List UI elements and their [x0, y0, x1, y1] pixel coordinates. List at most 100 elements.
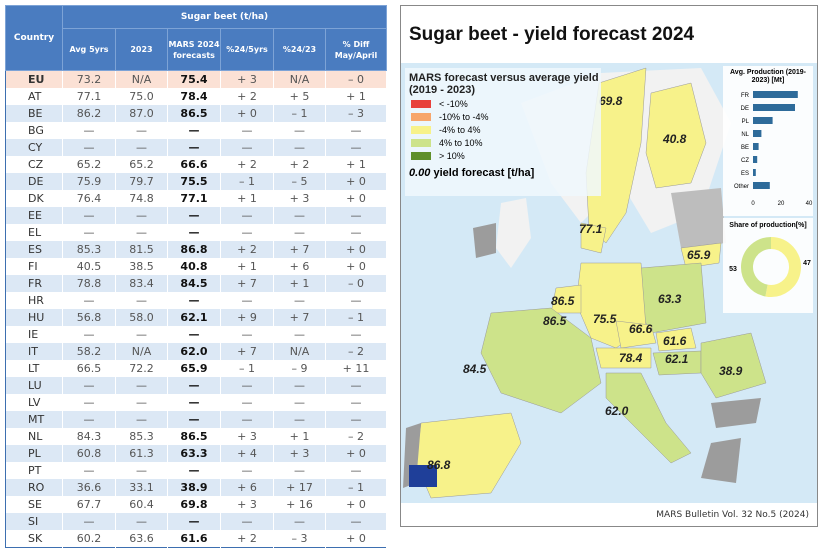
country-cell: DE	[5, 173, 63, 190]
country-cell: BE	[5, 105, 63, 122]
country-cell: EE	[5, 207, 63, 224]
donut-label: 53	[729, 266, 737, 273]
table-row: CZ 65.2 65.2 66.6 + 2 + 2 + 1	[5, 156, 387, 173]
pct-diff-cell: —	[325, 411, 387, 428]
pct-24-23-cell: —	[273, 122, 326, 139]
country-cell: PT	[5, 462, 63, 479]
pct-24-23-cell: + 7	[273, 241, 326, 258]
legend-swatch	[411, 112, 431, 121]
avg-5yrs-cell: 84.3	[62, 428, 116, 445]
mars-2024-cell: —	[167, 326, 221, 343]
pct-24-23-cell: + 6	[273, 258, 326, 275]
table-row: NL 84.3 85.3 86.5 + 3 + 1– 2	[5, 428, 387, 445]
bar-label: NL	[741, 132, 749, 138]
yield-2023-cell: —	[115, 292, 168, 309]
map-label-dk: 77.1	[579, 222, 603, 236]
table-row: PL 60.8 61.3 63.3 + 4 + 3 + 0	[5, 445, 387, 462]
bar-fr	[753, 91, 798, 98]
mars-2024-cell: 40.8	[167, 258, 221, 275]
region-bg	[711, 398, 761, 428]
avg-5yrs-cell: —	[62, 411, 116, 428]
mars-2024-cell: 65.9	[167, 360, 221, 377]
col-header-diff: % Diff May/April	[325, 28, 387, 71]
pct-24-5yrs-cell: —	[220, 411, 274, 428]
mars-2024-cell: —	[167, 513, 221, 530]
pct-24-5yrs-cell: + 3	[220, 496, 274, 513]
yield-2023-cell: 72.2	[115, 360, 168, 377]
pct-24-5yrs-cell: – 1	[220, 173, 274, 190]
pct-24-23-cell: —	[273, 513, 326, 530]
map-label-ro: 38.9	[719, 364, 743, 378]
table-row: LT 66.5 72.2 65.9– 1– 9 + 11	[5, 360, 387, 377]
country-cell: PL	[5, 445, 63, 462]
mars-2024-cell: 69.8	[167, 496, 221, 513]
region-cz	[615, 320, 657, 349]
yield-2023-cell: —	[115, 394, 168, 411]
country-cell: DK	[5, 190, 63, 207]
yield-2023-cell: 79.7	[115, 173, 168, 190]
map-label-fi: 40.8	[663, 132, 687, 146]
yield-2023-cell: 85.3	[115, 428, 168, 445]
donut-slice	[765, 237, 801, 297]
region-el	[701, 438, 741, 483]
pct-24-5yrs-cell: + 9	[220, 309, 274, 326]
table-row: DK 76.4 74.8 77.1 + 1 + 3 + 0	[5, 190, 387, 207]
map-label-es: 86.8	[427, 458, 451, 472]
yield-2023-cell: 74.8	[115, 190, 168, 207]
region-sk	[655, 327, 697, 352]
table-row: CY — — — — — —	[5, 139, 387, 156]
country-cell: IT	[5, 343, 63, 360]
pct-diff-cell: —	[325, 207, 387, 224]
table-row: LV — — — — — —	[5, 394, 387, 411]
pct-24-23-cell: —	[273, 292, 326, 309]
pct-diff-cell: + 0	[325, 190, 387, 207]
mars-2024-cell: —	[167, 207, 221, 224]
legend-label: 4% to 10%	[439, 137, 483, 148]
yield-2023-cell: 81.5	[115, 241, 168, 258]
pct-24-5yrs-cell: —	[220, 224, 274, 241]
table-row: IE — — — — — —	[5, 326, 387, 343]
avg-5yrs-cell: 75.9	[62, 173, 116, 190]
legend-swatch	[411, 151, 431, 160]
pct-diff-cell: + 0	[325, 241, 387, 258]
table-row: EL — — — — — —	[5, 224, 387, 241]
mars-2024-cell: 78.4	[167, 88, 221, 105]
avg-5yrs-cell: 58.2	[62, 343, 116, 360]
avg-5yrs-cell: 65.2	[62, 156, 116, 173]
yield-2023-cell: N/A	[115, 70, 168, 88]
mars-2024-cell: —	[167, 411, 221, 428]
col-header-pct-5yrs: %24/5yrs	[220, 28, 274, 71]
avg-5yrs-cell: 56.8	[62, 309, 116, 326]
bar-axis-tick: 0	[751, 201, 755, 207]
yield-2023-cell: 65.2	[115, 156, 168, 173]
table-row: BE 86.2 87.0 86.5 + 0– 1– 3	[5, 105, 387, 122]
ireland	[473, 223, 496, 258]
bar-de	[753, 104, 795, 111]
pct-24-5yrs-cell: —	[220, 326, 274, 343]
pct-24-23-cell: —	[273, 377, 326, 394]
country-cell: EU	[5, 70, 63, 88]
uk	[496, 198, 531, 268]
pct-24-5yrs-cell: —	[220, 122, 274, 139]
col-header-mars: MARS 2024 forecasts	[167, 28, 221, 71]
pct-24-5yrs-cell: + 6	[220, 479, 274, 496]
pct-24-5yrs-cell: —	[220, 394, 274, 411]
map-footer: MARS Bulletin Vol. 32 No.5 (2024)	[656, 510, 809, 520]
region-fr	[480, 307, 602, 414]
country-cell: MT	[5, 411, 63, 428]
legend-label: < -10%	[439, 98, 468, 109]
pct-24-5yrs-cell: + 1	[220, 190, 274, 207]
bar-chart-title: Avg. Production (2019-2023) [Mt]	[730, 69, 806, 84]
avg-5yrs-cell: 66.5	[62, 360, 116, 377]
map-label-cz: 66.6	[629, 322, 653, 336]
pct-diff-cell: – 0	[325, 70, 387, 88]
pct-24-5yrs-cell: —	[220, 377, 274, 394]
map-label-nl: 86.5	[551, 294, 575, 308]
map-label-lt: 65.9	[687, 248, 711, 262]
pct-24-23-cell: + 2	[273, 156, 326, 173]
mars-2024-cell: 86.8	[167, 241, 221, 258]
pct-diff-cell: + 0	[325, 445, 387, 462]
yield-2023-cell: 60.4	[115, 496, 168, 513]
legend-item: < -10%	[411, 98, 601, 109]
pct-24-23-cell: —	[273, 224, 326, 241]
